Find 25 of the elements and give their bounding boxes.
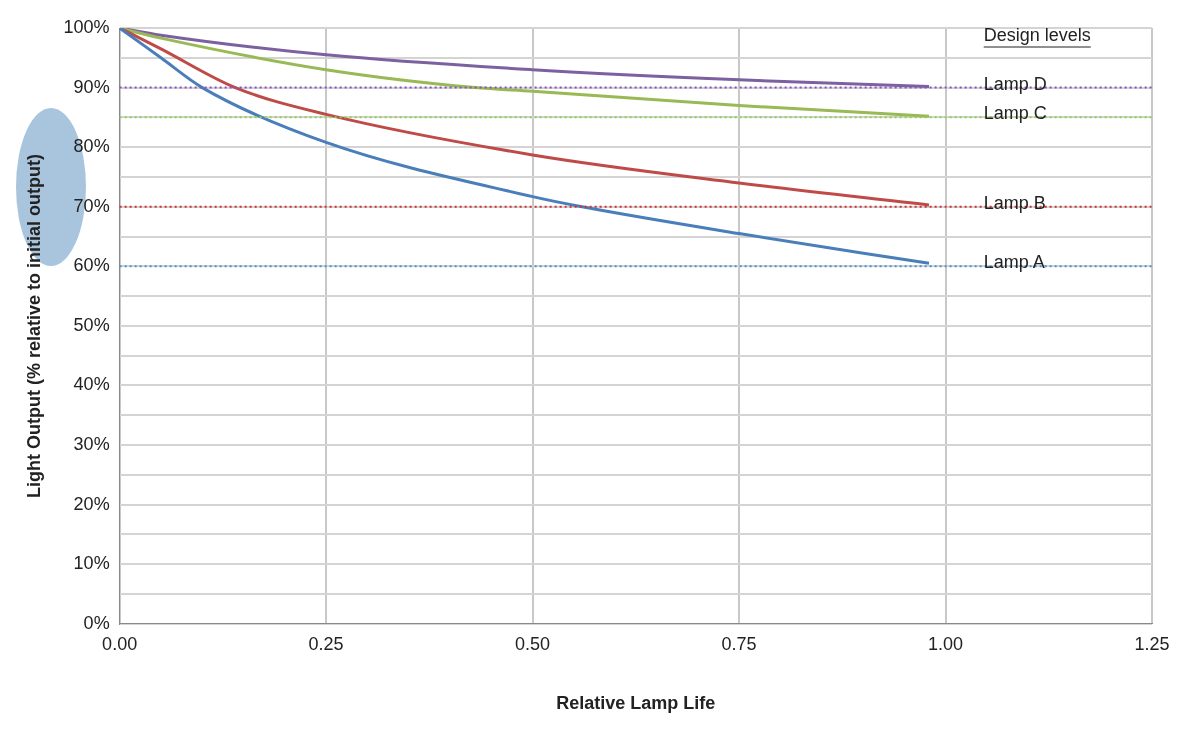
x-tick-label: 0.25 xyxy=(308,633,344,654)
ref-line-label: Lamp B xyxy=(983,192,1046,213)
y-tick-label: 100% xyxy=(63,16,110,37)
annotation: Design levels xyxy=(983,24,1091,45)
x-tick-label: 0.00 xyxy=(102,633,138,654)
ref-line-label: Lamp C xyxy=(983,103,1047,124)
y-tick-label: 10% xyxy=(73,553,110,574)
ref-line-label: Lamp A xyxy=(983,252,1045,273)
y-tick-label: 0% xyxy=(83,612,110,633)
y-axis-title: Light Output (% relative to initial output) xyxy=(23,153,44,498)
x-tick-label: 0.50 xyxy=(515,633,551,654)
y-tick-label: 90% xyxy=(73,76,110,97)
x-tick-label: 0.75 xyxy=(721,633,757,654)
y-tick-label: 30% xyxy=(73,434,110,455)
y-tick-label: 20% xyxy=(73,493,110,514)
y-tick-label: 80% xyxy=(73,136,110,157)
y-tick-label: 70% xyxy=(73,195,110,216)
y-tick-label: 50% xyxy=(73,314,110,335)
y-tick-label: 40% xyxy=(73,374,110,395)
y-tick-label: 60% xyxy=(73,255,110,276)
x-tick-label: 1.25 xyxy=(1134,633,1170,654)
x-axis-title: Relative Lamp Life xyxy=(556,693,716,714)
ref-line-label: Lamp D xyxy=(983,73,1047,94)
line-series xyxy=(119,28,931,265)
x-tick-label: 1.00 xyxy=(928,633,964,654)
